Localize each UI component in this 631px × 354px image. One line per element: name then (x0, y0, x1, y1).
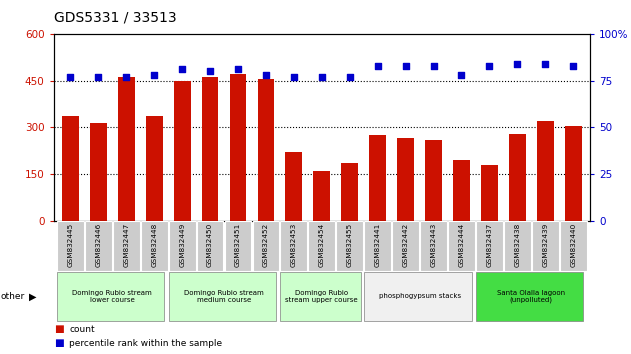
Point (568, 63, 578, 68)
Text: ■: ■ (54, 324, 63, 334)
Point (149, 72, 159, 78)
Bar (280, 272, 361, 321)
Bar (481, 165, 498, 221)
Text: GSM832448: GSM832448 (151, 223, 157, 267)
Bar (57, 272, 164, 321)
Text: GDS5331 / 33513: GDS5331 / 33513 (54, 11, 176, 25)
Bar (537, 121, 553, 221)
Bar (168, 272, 276, 321)
Point (540, 61, 550, 67)
Text: GSM832453: GSM832453 (291, 223, 297, 267)
Point (66, 74, 76, 80)
Bar (392, 221, 419, 271)
Text: GSM832440: GSM832440 (570, 223, 576, 267)
Bar (309, 221, 335, 271)
Text: Santa Olalla lagoon
(unpolluted): Santa Olalla lagoon (unpolluted) (497, 290, 565, 303)
Bar (453, 160, 470, 221)
Text: Domingo Rubio stream
medium course: Domingo Rubio stream medium course (184, 290, 264, 303)
Point (317, 74, 327, 80)
Point (401, 63, 411, 68)
Text: GSM832443: GSM832443 (430, 223, 437, 267)
Bar (62, 116, 79, 221)
Point (485, 63, 495, 68)
Bar (336, 221, 363, 271)
Bar (314, 171, 330, 221)
Point (121, 74, 131, 80)
Text: GSM832442: GSM832442 (403, 223, 409, 267)
Text: GSM832451: GSM832451 (235, 223, 241, 267)
Bar (560, 221, 587, 271)
Text: GSM832450: GSM832450 (207, 223, 213, 267)
Text: phosphogypsum stacks: phosphogypsum stacks (379, 293, 461, 299)
Point (93, 74, 103, 80)
Point (428, 63, 439, 68)
Bar (168, 221, 196, 271)
Text: GSM832444: GSM832444 (459, 223, 464, 267)
Bar (280, 221, 307, 271)
Text: GSM832445: GSM832445 (68, 223, 73, 267)
Bar (225, 221, 251, 271)
Bar (174, 80, 191, 221)
Text: ■: ■ (54, 338, 63, 348)
Bar (476, 221, 503, 271)
Bar (420, 221, 447, 271)
Text: GSM832446: GSM832446 (95, 223, 102, 267)
Bar (257, 79, 274, 221)
Point (261, 72, 271, 78)
Point (373, 63, 383, 68)
Bar (90, 123, 107, 221)
Bar (532, 221, 558, 271)
Bar (476, 272, 583, 321)
Text: GSM832452: GSM832452 (263, 223, 269, 267)
Bar (146, 116, 163, 221)
Text: Domingo Rubio stream
lower course: Domingo Rubio stream lower course (73, 290, 152, 303)
Text: percentile rank within the sample: percentile rank within the sample (69, 339, 223, 348)
Bar (448, 221, 475, 271)
Text: GSM832438: GSM832438 (514, 223, 521, 267)
Bar (364, 221, 391, 271)
Bar (364, 272, 471, 321)
Text: GSM832447: GSM832447 (123, 223, 129, 267)
Point (456, 72, 466, 78)
Bar (197, 221, 223, 271)
Text: GSM832439: GSM832439 (542, 223, 548, 267)
Text: count: count (69, 325, 95, 334)
Bar (509, 134, 526, 221)
Text: GSM832454: GSM832454 (319, 223, 325, 267)
Text: GSM832449: GSM832449 (179, 223, 185, 267)
Bar (202, 78, 218, 221)
Bar (369, 135, 386, 221)
Bar (57, 221, 84, 271)
Text: GSM832455: GSM832455 (347, 223, 353, 267)
Point (205, 68, 215, 74)
Text: other: other (1, 292, 25, 301)
Bar (252, 221, 280, 271)
Point (177, 67, 187, 72)
Text: GSM832437: GSM832437 (487, 223, 492, 267)
Bar (230, 74, 246, 221)
Bar (141, 221, 168, 271)
Bar (341, 164, 358, 221)
Bar (398, 138, 414, 221)
Bar (565, 126, 582, 221)
Point (289, 74, 299, 80)
Bar (85, 221, 112, 271)
Bar (118, 78, 134, 221)
Point (512, 61, 522, 67)
Bar (504, 221, 531, 271)
Bar (425, 140, 442, 221)
Bar (285, 153, 302, 221)
Text: Domingo Rubio
stream upper course: Domingo Rubio stream upper course (285, 290, 358, 303)
Bar (113, 221, 139, 271)
Point (345, 74, 355, 80)
Text: GSM832441: GSM832441 (375, 223, 380, 267)
Text: ▶: ▶ (29, 291, 37, 302)
Point (233, 67, 243, 72)
